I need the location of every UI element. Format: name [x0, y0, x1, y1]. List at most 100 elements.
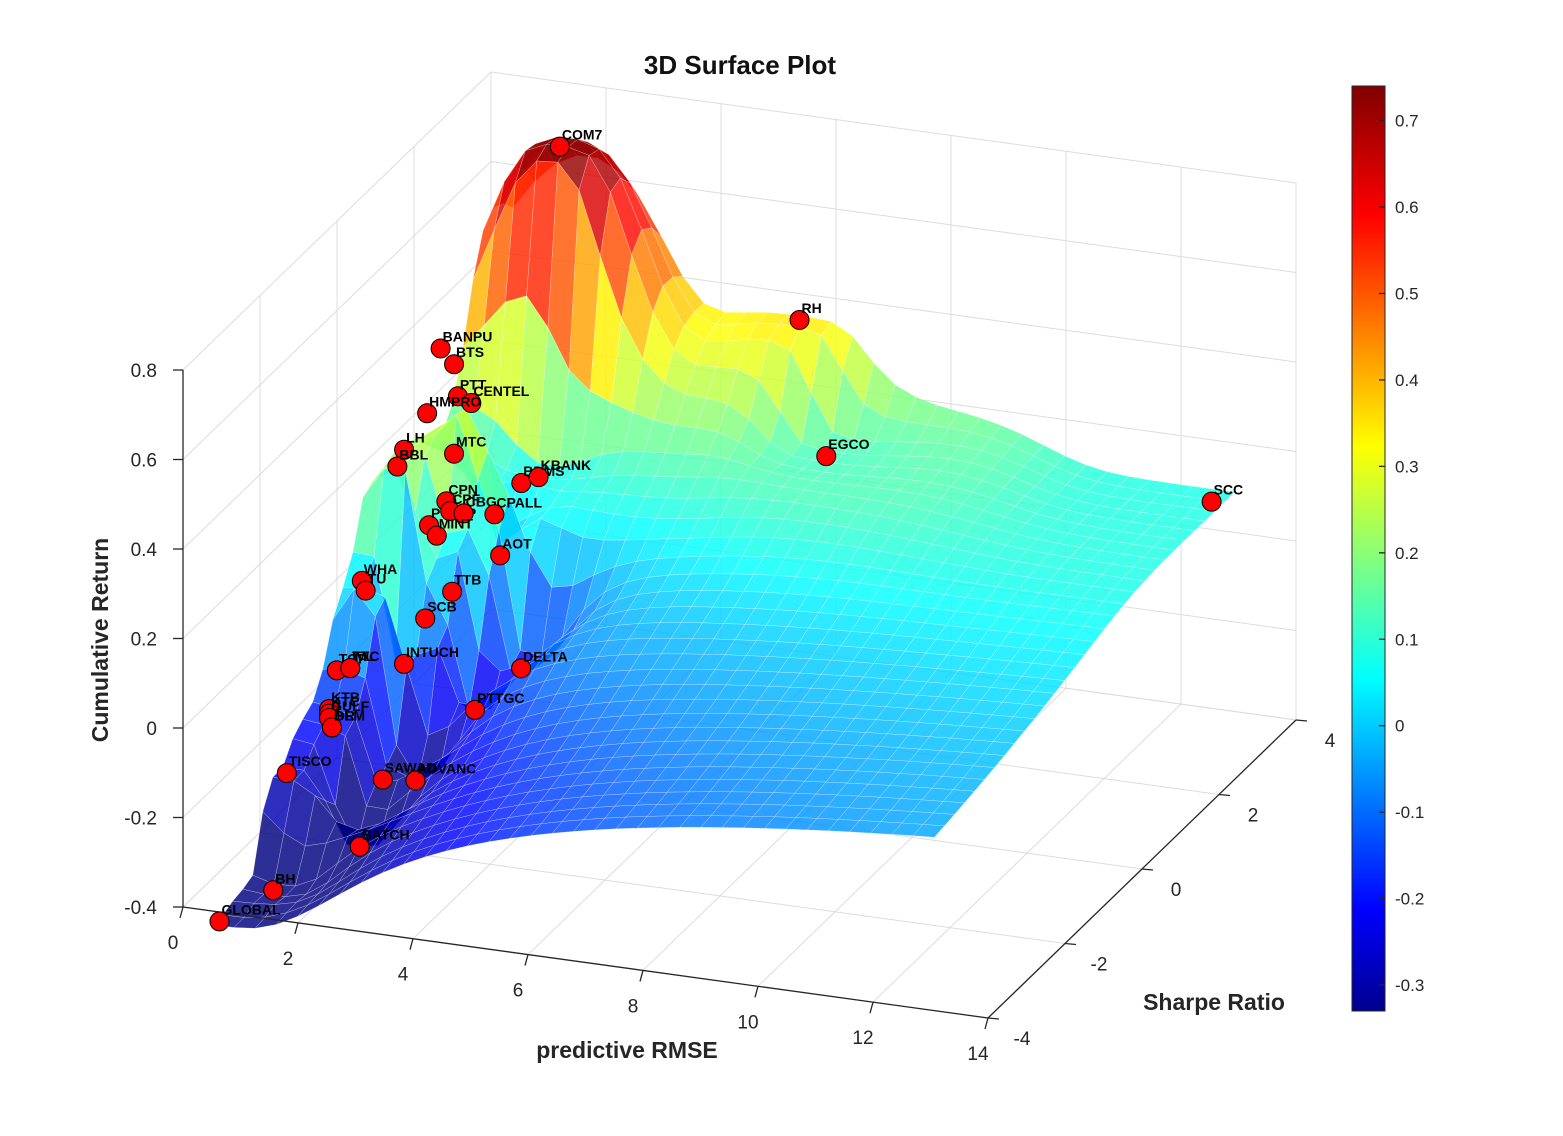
y-axis-label: Sharpe Ratio [1143, 989, 1285, 1015]
x-tick-label: 4 [398, 965, 409, 986]
colorbar-tick-label: 0.4 [1395, 371, 1419, 390]
data-point [394, 653, 415, 674]
data-point-label: CPN [448, 481, 478, 497]
data-point-label: KTB [331, 689, 360, 705]
colorbar: -0.3 -0.2 -0.1 0 0.1 0.2 0.3 0.4 0.5 0.6 0.7 [1351, 85, 1424, 1012]
x-tick-label: 12 [852, 1028, 873, 1049]
x-tick-mark [179, 906, 184, 919]
colorbar-tick-label: 0.6 [1395, 198, 1419, 217]
data-point-label: ADVANC [417, 760, 476, 776]
y-tick-mark [1141, 868, 1154, 871]
data-point-label: WHA [364, 561, 397, 577]
x-tick-mark [524, 954, 529, 966]
data-point-label: AOT [502, 535, 532, 551]
data-point [816, 446, 837, 467]
colorbar-tick-label: 0.5 [1395, 284, 1419, 303]
data-point-label: PTT [460, 376, 487, 392]
data-point-label: TTC [352, 648, 379, 664]
x-tick-mark [639, 970, 644, 982]
data-point-label: BANPU [443, 328, 493, 344]
data-point-label: KBANK [541, 457, 592, 473]
surface-patch [1182, 508, 1216, 522]
colorbar-tick-label: 0.1 [1395, 630, 1419, 649]
data-point [405, 770, 426, 791]
data-point [490, 545, 511, 566]
x-tick-mark [294, 922, 299, 935]
x-tick-label: 8 [628, 996, 639, 1017]
data-point [321, 717, 342, 738]
data-point-label: BATCH [362, 827, 410, 843]
data-point-label: TTB [454, 572, 481, 588]
data-point-label: DELTA [523, 648, 568, 664]
x-tick-mark [409, 938, 414, 950]
side-wall-grid-line [182, 161, 492, 460]
colorbar-tick-label: -0.3 [1395, 976, 1424, 995]
data-point-label: MINT [439, 516, 474, 532]
data-point-label: EGCO [828, 436, 869, 452]
data-point-label: SCB [427, 598, 457, 614]
data-point [1201, 491, 1222, 512]
z-tick-label: 0.2 [131, 630, 157, 651]
x-tick-mark [754, 986, 759, 998]
data-point [442, 581, 463, 602]
data-point [444, 354, 465, 375]
data-point [387, 456, 408, 477]
data-point-label: SCC [1214, 482, 1244, 498]
surface-patch [942, 789, 975, 804]
y-tick-label: 4 [1325, 731, 1336, 752]
surface-patch [1102, 588, 1135, 605]
data-point-label: RH [802, 300, 822, 316]
data-point [444, 443, 465, 464]
surface [212, 136, 1236, 929]
z-tick-label: 0.4 [131, 540, 158, 561]
data-point-label: GLOBAL [221, 901, 281, 917]
y-tick-mark [987, 1017, 1000, 1020]
side-wall-grid-line [182, 340, 492, 639]
data-point [209, 911, 230, 932]
z-tick-label: 0.8 [131, 361, 157, 382]
colorbar-tick-label: 0.3 [1395, 457, 1419, 476]
data-point-label: BTS [456, 344, 484, 360]
data-point [465, 699, 485, 720]
x-tick-label: 14 [967, 1044, 989, 1065]
data-point-label: GULF [331, 698, 370, 714]
data-point-label: MTC [456, 434, 486, 450]
data-point [276, 763, 297, 784]
x-axis-label: predictive RMSE [536, 1037, 718, 1063]
data-point [549, 136, 570, 157]
data-point-label: TU [368, 571, 387, 587]
surface-patch [1032, 678, 1065, 694]
data-point [355, 580, 376, 601]
x-tick-label: 0 [168, 933, 179, 954]
side-wall-grid-line [182, 71, 492, 371]
surface-patch [1042, 665, 1075, 681]
back-wall-grid-line [490, 71, 1297, 184]
side-wall-grid-line [182, 250, 492, 550]
y-tick-label: -4 [1014, 1029, 1031, 1050]
data-point-label: BEM [334, 707, 365, 723]
colorbar-ticks: -0.3 -0.2 -0.1 0 0.1 0.2 0.3 0.4 0.5 0.6 0.7 [1379, 112, 1424, 995]
data-point [511, 658, 532, 679]
x-tick-label: 6 [513, 981, 524, 1002]
data-point-label: CBG [466, 493, 497, 509]
data-point [430, 338, 451, 359]
y-tick-mark [1295, 719, 1308, 722]
data-point-label: COM7 [562, 127, 603, 143]
surface-patch [992, 729, 1025, 744]
data-point [417, 403, 438, 424]
surface-patch [912, 824, 945, 838]
data-point-label: BH [275, 870, 295, 886]
y-tick-label: 0 [1171, 880, 1182, 901]
data-point-label: CENTEL [473, 383, 529, 399]
surface-patch [1012, 703, 1045, 719]
data-point [426, 525, 447, 546]
data-point-label: PTTGC [477, 690, 524, 706]
surface-patch [1022, 691, 1055, 707]
y-tick-label: -2 [1091, 955, 1108, 976]
data-point [789, 309, 810, 330]
data-point [528, 467, 549, 488]
data-point [415, 608, 436, 629]
data-point-label: CPF [452, 491, 480, 507]
data-point [372, 769, 393, 790]
